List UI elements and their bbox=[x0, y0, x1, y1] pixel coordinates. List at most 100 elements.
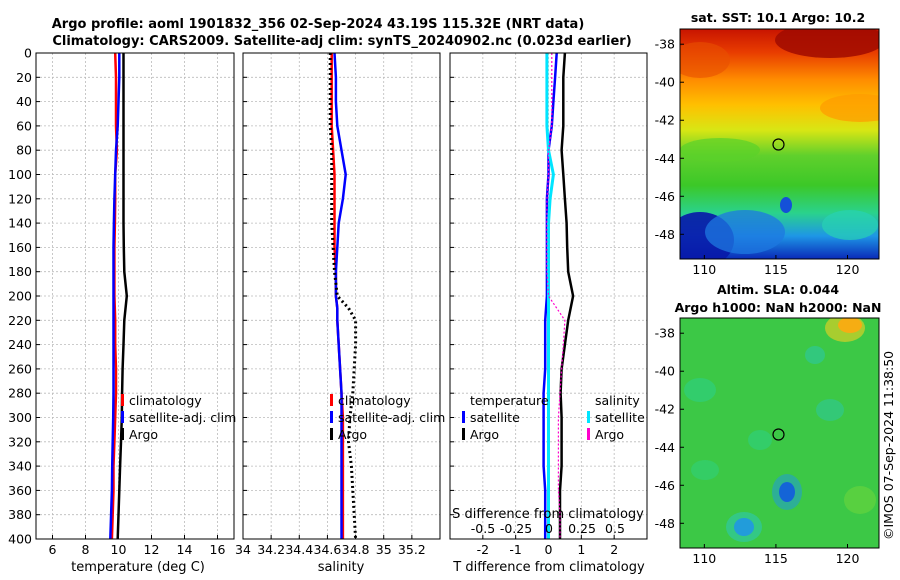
legend-swatch-argo bbox=[121, 428, 124, 440]
map-x-tick-label: 120 bbox=[836, 262, 860, 277]
salinity-difference-ticks: -0.5 -0.25 0 0.25 0.5 bbox=[471, 521, 625, 536]
legend-label-argo: Argo bbox=[129, 427, 158, 442]
sla-mid-patch bbox=[748, 430, 772, 450]
y-tick-label: 140 bbox=[8, 216, 32, 231]
sdiff-tick-label: -0.5 bbox=[471, 521, 495, 536]
legend-label-climatology: climatology bbox=[338, 393, 411, 408]
sla-argo-location-marker bbox=[772, 428, 785, 441]
y-tick-label: 340 bbox=[8, 459, 32, 474]
difference-xlabel: T difference from climatology bbox=[452, 560, 645, 575]
y-tick-label: 20 bbox=[16, 70, 32, 85]
sla-low-patch bbox=[772, 474, 802, 510]
y-tick-label: 120 bbox=[8, 191, 32, 206]
x-tick-label: 2 bbox=[610, 542, 618, 557]
y-tick-label: 40 bbox=[16, 94, 32, 109]
sst-warm-patch bbox=[680, 42, 730, 78]
salinity-panel: 34 34.2 34.4 34.6 34.8 35 35.2 bbox=[235, 52, 441, 557]
legend-swatch-s-satellite bbox=[587, 411, 590, 423]
sst-argo-location-marker bbox=[772, 138, 785, 151]
series-line-argo bbox=[116, 53, 129, 540]
legend-swatch-climatology bbox=[121, 394, 124, 406]
x-tick-label: 34 bbox=[235, 542, 251, 557]
x-tick-label: 0 bbox=[545, 542, 553, 557]
sdiff-tick-label: 0.25 bbox=[568, 521, 596, 536]
temperature-legend: climatology satellite-adj. clim Argo bbox=[121, 393, 236, 442]
y-tick-label: 220 bbox=[8, 313, 32, 328]
sst-warm-patch bbox=[775, 29, 879, 58]
map-y-tick-label: -48 bbox=[655, 516, 675, 531]
map-x-tick-label: 115 bbox=[764, 262, 788, 277]
legend-swatch-t-satellite bbox=[462, 411, 465, 423]
x-tick-label: -1 bbox=[509, 542, 521, 557]
y-tick-label: 280 bbox=[8, 386, 32, 401]
map-y-tick-label: -42 bbox=[655, 402, 675, 417]
legend-label-t-argo: Argo bbox=[470, 427, 499, 442]
sla-map-title: Altim. SLA: 0.044 bbox=[717, 282, 839, 297]
series-line-argo bbox=[328, 53, 358, 540]
salinity-legend: climatology satellite-adj. clim Argo bbox=[330, 393, 445, 442]
sst-map-axes: 110 115 120 -38 -40 -42 -44 -46 -48 bbox=[655, 37, 860, 277]
salinity-xlabel: salinity bbox=[318, 560, 365, 575]
map-y-tick-label: -46 bbox=[655, 189, 675, 204]
y-tick-label: 400 bbox=[8, 532, 32, 547]
map-y-tick-label: -40 bbox=[655, 364, 675, 379]
series-line-salinity-argo bbox=[546, 53, 566, 539]
x-tick-label: -2 bbox=[477, 542, 489, 557]
sst-orange-patch bbox=[820, 94, 879, 122]
y-tick-label: 320 bbox=[8, 434, 32, 449]
sla-mid-patch bbox=[844, 486, 876, 514]
x-tick-label: 14 bbox=[177, 542, 193, 557]
legend-header-salinity: salinity bbox=[595, 393, 640, 408]
sst-map: 110 115 120 -38 -40 -42 -44 -46 -48 bbox=[655, 28, 880, 277]
legend-label-satellite: satellite-adj. clim bbox=[338, 410, 445, 425]
sdiff-tick-label: 0 bbox=[545, 521, 553, 536]
sdiff-tick-label: 0.5 bbox=[605, 521, 625, 536]
sla-map-frame bbox=[679, 317, 880, 549]
sst-cyan-patch bbox=[822, 210, 878, 240]
y-tick-label: 200 bbox=[8, 289, 32, 304]
y-tick-label: 260 bbox=[8, 361, 32, 376]
x-tick-label: 10 bbox=[111, 542, 127, 557]
sla-map-axes: 110 115 120 -38 -40 -42 -44 -46 -48 bbox=[655, 326, 860, 566]
map-y-tick-label: -46 bbox=[655, 478, 675, 493]
y-tick-label: 60 bbox=[16, 118, 32, 133]
y-tick-label: 300 bbox=[8, 410, 32, 425]
legend-label-satellite: satellite-adj. clim bbox=[129, 410, 236, 425]
x-tick-label: 34.8 bbox=[342, 542, 370, 557]
x-tick-label: 34.4 bbox=[285, 542, 313, 557]
legend-label-t-satellite: satellite bbox=[470, 410, 520, 425]
x-tick-label: 35 bbox=[376, 542, 392, 557]
difference-xlabel-top: S difference from climatology bbox=[452, 507, 644, 522]
map-y-tick-label: -42 bbox=[655, 113, 675, 128]
legend-swatch-climatology bbox=[330, 394, 333, 406]
figure-title-line2: Climatology: CARS2009. Satellite-adj cli… bbox=[52, 34, 631, 49]
map-y-tick-label: -38 bbox=[655, 326, 675, 341]
sla-mid-patch bbox=[816, 399, 844, 421]
x-tick-label: 1 bbox=[577, 542, 585, 557]
sla-high-patch bbox=[825, 318, 865, 342]
x-tick-label: 34.6 bbox=[314, 542, 342, 557]
map-x-tick-label: 115 bbox=[764, 551, 788, 566]
legend-swatch-satellite bbox=[330, 411, 333, 423]
series-line-salinity-satellite bbox=[545, 53, 555, 539]
y-tick-label: 100 bbox=[8, 167, 32, 182]
legend-label-s-satellite: satellite bbox=[595, 410, 645, 425]
sst-cold-patch bbox=[705, 210, 785, 254]
sla-field bbox=[680, 318, 879, 548]
legend-label-argo: Argo bbox=[338, 427, 367, 442]
map-y-tick-label: -44 bbox=[655, 151, 675, 166]
imos-watermark: ©IMOS 07-Sep-2024 11:38:50 bbox=[881, 351, 896, 540]
x-tick-label: 34.2 bbox=[257, 542, 285, 557]
series-line-temperature-argo bbox=[558, 52, 575, 539]
map-x-tick-label: 120 bbox=[836, 551, 860, 566]
map-y-tick-label: -40 bbox=[655, 75, 675, 90]
plot-frame bbox=[449, 52, 648, 540]
sdiff-tick-label: -0.25 bbox=[500, 521, 532, 536]
sla-low-patch bbox=[734, 518, 754, 536]
map-y-tick-label: -48 bbox=[655, 227, 675, 242]
legend-label-climatology: climatology bbox=[129, 393, 202, 408]
x-tick-label: 12 bbox=[144, 542, 160, 557]
legend-swatch-argo bbox=[330, 428, 333, 440]
plot-frame bbox=[35, 52, 235, 540]
